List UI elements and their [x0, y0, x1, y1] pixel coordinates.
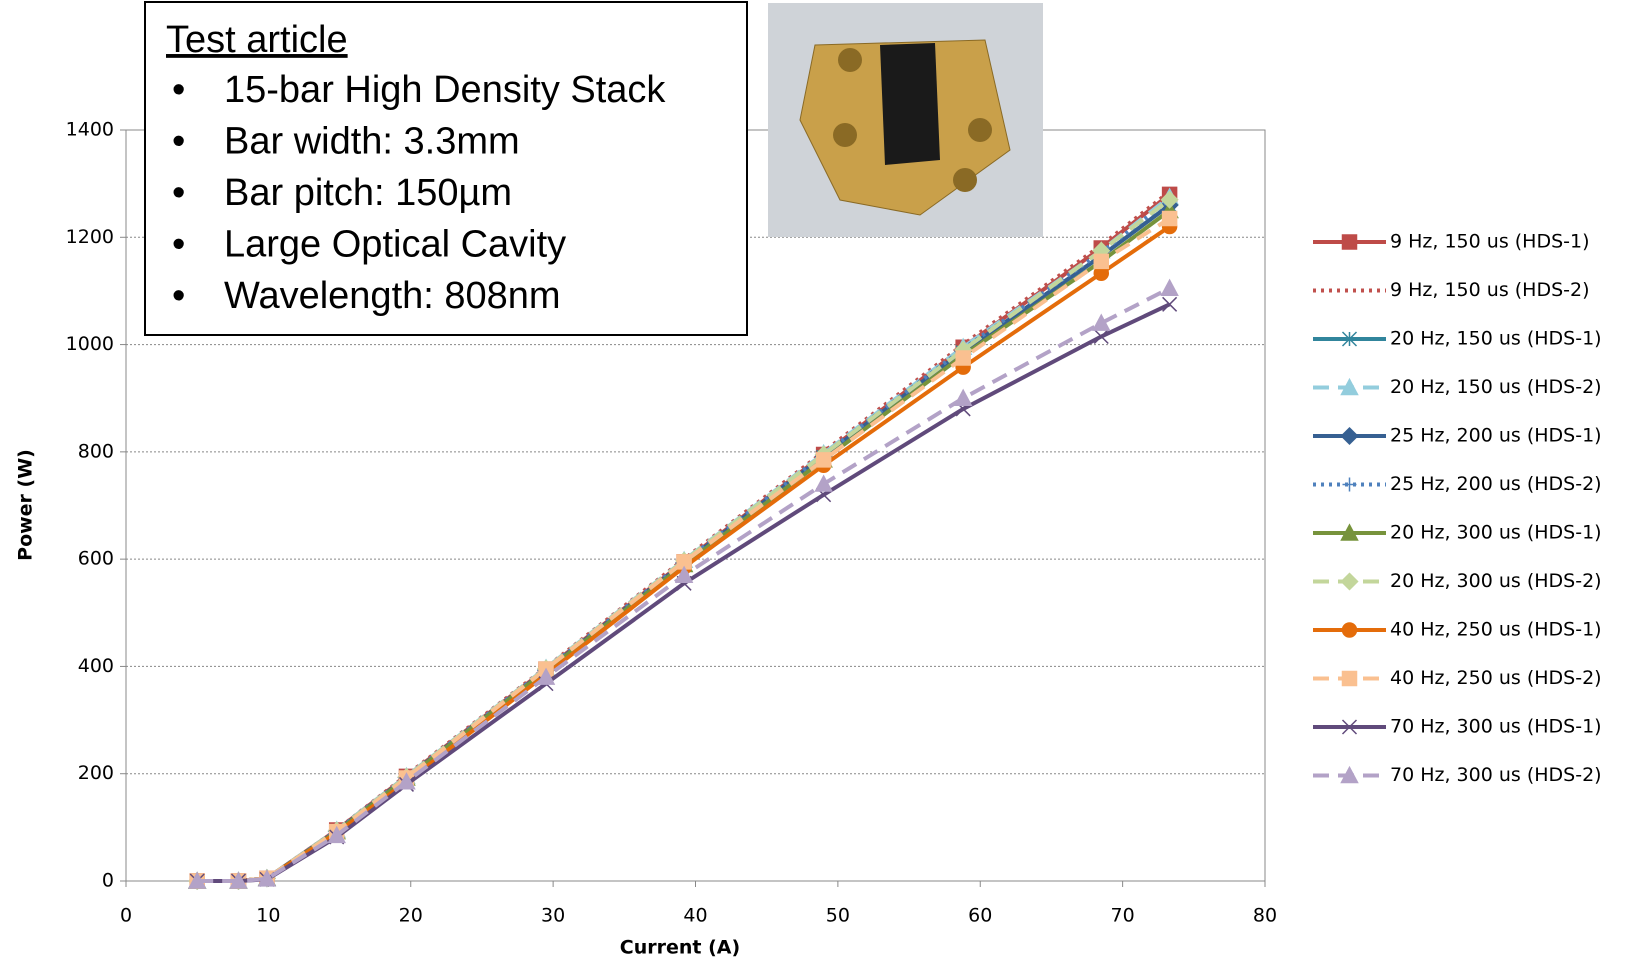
marker: [187, 871, 207, 889]
y-tick-label: 1200: [66, 226, 114, 248]
legend-label: 20 Hz, 150 us (HDS-1): [1390, 328, 1602, 350]
y-tick-label: 200: [78, 762, 114, 784]
legend-marker: [1341, 622, 1358, 638]
y-tick-label: 1000: [66, 333, 114, 355]
annotation-box: Test article • 15-bar High Density Stack•…: [144, 1, 748, 336]
annotation-frame: [144, 1, 748, 336]
photo-hole: [838, 48, 862, 72]
legend-label: 20 Hz, 300 us (HDS-2): [1390, 570, 1602, 592]
x-tick-label: 70: [1111, 905, 1135, 927]
legend-marker: [1340, 765, 1359, 784]
marker: [1161, 210, 1178, 227]
legend-marker: [1340, 523, 1359, 541]
legend-marker: [1341, 331, 1358, 347]
legend-label: 9 Hz, 150 us (HDS-1): [1390, 231, 1590, 253]
legend-label: 70 Hz, 300 us (HDS-2): [1390, 764, 1602, 786]
x-tick-label: 10: [256, 905, 280, 927]
annotation-bullet: •: [172, 69, 185, 111]
x-tick-label: 50: [826, 905, 850, 927]
annotation-bullet: •: [172, 224, 185, 266]
x-tick-label: 20: [399, 905, 423, 927]
series-line: [197, 302, 1171, 883]
legend-label: 25 Hz, 200 us (HDS-2): [1390, 473, 1602, 495]
legend-marker: [1341, 719, 1358, 735]
legend-label: 20 Hz, 300 us (HDS-1): [1390, 522, 1602, 544]
photo-hole: [968, 118, 992, 142]
marker: [953, 388, 973, 406]
annotation-items: • 15-bar High Density Stack • Bar width: 3.…: [172, 69, 666, 317]
legend-label: 20 Hz, 150 us (HDS-2): [1390, 376, 1602, 398]
marker: [815, 452, 832, 468]
annotation-item: Large Optical Cavity: [224, 224, 566, 266]
photo-hole: [953, 168, 977, 192]
legend-marker: [1341, 234, 1358, 250]
legend-marker: [1340, 426, 1359, 446]
marker: [1093, 253, 1110, 270]
y-tick-label: 1400: [66, 119, 114, 141]
series: [187, 278, 1179, 889]
marker: [536, 667, 556, 685]
marker: [1160, 190, 1179, 209]
annotation-item: Bar width: 3.3mm: [224, 121, 520, 163]
legend-marker: [1342, 477, 1357, 492]
annotation-item: 15-bar High Density Stack: [224, 69, 666, 111]
annotation-item: Bar pitch: 150µm: [224, 172, 512, 214]
marker: [229, 871, 248, 889]
marker: [676, 554, 692, 570]
x-axis-label: Current (A): [620, 937, 740, 957]
x-tick-label: 40: [683, 905, 707, 927]
marker: [1162, 296, 1178, 312]
series: [189, 296, 1178, 889]
photo-hole: [833, 123, 857, 147]
y-tick-label: 800: [78, 440, 114, 462]
marker: [257, 869, 277, 887]
legend-label: 40 Hz, 250 us (HDS-2): [1390, 667, 1602, 689]
marker: [674, 565, 694, 583]
y-tick-label: 0: [102, 870, 114, 892]
legend-label: 70 Hz, 300 us (HDS-1): [1390, 716, 1602, 738]
y-tick-label: 600: [78, 548, 114, 570]
legend-marker: [1341, 670, 1358, 687]
annotation-title: Test article: [166, 19, 348, 61]
legend-label: 9 Hz, 150 us (HDS-2): [1390, 279, 1590, 301]
annotation-bullet: •: [172, 121, 185, 163]
photo-stack: [880, 43, 940, 165]
x-tick-label: 30: [541, 905, 565, 927]
x-tick-label: 80: [1253, 905, 1277, 927]
legend-label: 40 Hz, 250 us (HDS-1): [1390, 619, 1602, 641]
marker: [1160, 278, 1179, 296]
annotation-item: Wavelength: 808nm: [224, 275, 561, 317]
photo: [768, 3, 1043, 237]
marker: [397, 772, 416, 790]
legend-marker: [1340, 377, 1359, 396]
annotation-bullet: •: [172, 275, 185, 317]
marker: [1093, 328, 1109, 345]
y-axis-label: Power (W): [15, 449, 37, 561]
legend-marker: [1340, 572, 1359, 591]
y-tick-label: 400: [78, 655, 114, 677]
legend-label: 25 Hz, 200 us (HDS-1): [1390, 425, 1602, 447]
x-tick-label: 0: [120, 905, 132, 927]
marker: [1092, 313, 1111, 331]
marker: [814, 474, 833, 492]
annotation-bullet: •: [172, 172, 185, 214]
plot-area: 0 200 400 600 800 1000 1200 1400 0 10 20 30 40 50 60 70…: [66, 119, 1277, 927]
marker: [327, 825, 346, 844]
marker: [955, 350, 971, 366]
x-tick-label: 60: [968, 905, 992, 927]
